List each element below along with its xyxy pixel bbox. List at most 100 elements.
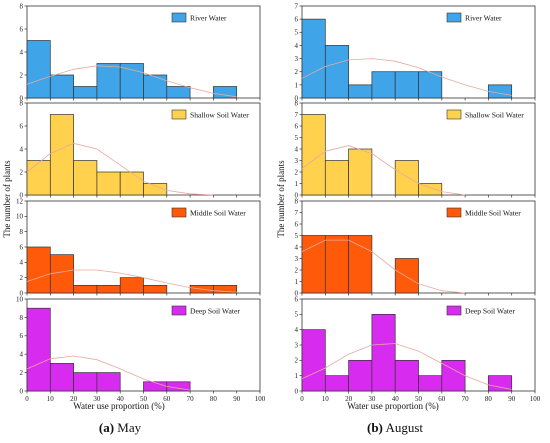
bar-10 bbox=[49, 114, 74, 196]
xlabel-left: Water use proportion (%) bbox=[73, 401, 165, 411]
legend-swatch bbox=[446, 12, 462, 23]
bar-0 bbox=[26, 40, 51, 99]
panel-may-river-water: 0 2 4 6 8 River Water bbox=[20, 2, 261, 102]
panel-may-middle-soil-water: 0 2 4 6 8 10 12 Middle Soil Water bbox=[16, 197, 261, 297]
ytick-label: 8 bbox=[20, 99, 24, 107]
xtick-label: 0 bbox=[25, 395, 29, 403]
legend-label: River Water bbox=[465, 14, 502, 23]
bar-10 bbox=[324, 375, 349, 392]
ytick-label: 4 bbox=[295, 243, 299, 251]
ytick-label: 0 bbox=[20, 289, 24, 297]
bar-10 bbox=[49, 363, 74, 392]
ytick-label: 4 bbox=[295, 145, 299, 153]
ytick-label: 8 bbox=[20, 314, 24, 322]
ytick-label: 0 bbox=[295, 289, 299, 297]
xtick-label: 20 bbox=[70, 395, 78, 403]
ytick-label: 5 bbox=[295, 232, 299, 240]
legend-label: Deep Soil Water bbox=[190, 307, 240, 316]
xtick-label: 30 bbox=[368, 395, 376, 403]
xtick-label: 100 bbox=[255, 395, 266, 403]
ytick-label: 1 bbox=[295, 372, 299, 380]
bar-40 bbox=[394, 160, 419, 196]
bar-10 bbox=[49, 254, 74, 294]
ytick-label: 10 bbox=[16, 213, 24, 221]
ytick-label: 2 bbox=[295, 266, 299, 274]
ytick-label: 1 bbox=[295, 278, 299, 286]
xtick-label: 30 bbox=[93, 395, 101, 403]
bar-80 bbox=[488, 375, 513, 392]
bar-60 bbox=[166, 86, 191, 99]
xtick-label: 10 bbox=[322, 395, 330, 403]
ytick-label: 4 bbox=[295, 326, 299, 334]
bar-50 bbox=[143, 74, 168, 99]
ytick-label: 8 bbox=[295, 99, 299, 107]
ytick-label: 4 bbox=[20, 48, 24, 56]
bar-50 bbox=[143, 183, 168, 196]
caption-august: (b) August bbox=[295, 420, 495, 436]
xtick-label: 100 bbox=[530, 395, 541, 403]
bar-20 bbox=[348, 235, 373, 294]
bar-80 bbox=[213, 86, 238, 99]
caption-may: (a) May bbox=[20, 420, 220, 436]
bar-10 bbox=[324, 235, 349, 294]
xtick-label: 50 bbox=[415, 395, 423, 403]
fit-curve bbox=[301, 58, 512, 96]
bar-20 bbox=[73, 284, 98, 294]
ytick-label: 7 bbox=[295, 2, 299, 10]
ytick-label: 5 bbox=[295, 311, 299, 319]
bar-0 bbox=[301, 114, 326, 196]
panel-august-shallow-soil-water: 0 1 2 3 4 5 6 7 8 Shallow Soil Water bbox=[295, 99, 536, 199]
fit-curve bbox=[26, 142, 214, 196]
bar-20 bbox=[73, 372, 98, 392]
bar-40 bbox=[394, 359, 419, 392]
ytick-label: 1 bbox=[295, 81, 299, 89]
ytick-label: 2 bbox=[20, 71, 24, 79]
fit-curve bbox=[26, 269, 237, 293]
legend-swatch bbox=[446, 207, 462, 218]
xtick-label: 90 bbox=[233, 395, 241, 403]
bar-30 bbox=[96, 63, 121, 99]
panel-august-middle-soil-water: 0 1 2 3 4 5 6 7 8 Middle Soil Water bbox=[295, 197, 536, 297]
caption-august-tag: (b) bbox=[367, 420, 383, 435]
legend-label: Middle Soil Water bbox=[190, 209, 246, 218]
bar-30 bbox=[371, 71, 396, 99]
legend-swatch bbox=[171, 207, 187, 218]
ytick-label: 2 bbox=[20, 168, 24, 176]
fit-curve bbox=[26, 65, 237, 98]
bar-80 bbox=[488, 84, 513, 99]
ylabel-left: The number of plants bbox=[2, 160, 12, 238]
ytick-label: 4 bbox=[295, 42, 299, 50]
legend-label: River Water bbox=[190, 14, 227, 23]
xtick-label: 0 bbox=[300, 395, 304, 403]
bar-20 bbox=[73, 160, 98, 196]
ytick-label: 8 bbox=[20, 228, 24, 236]
xtick-label: 60 bbox=[163, 395, 171, 403]
bar-20 bbox=[348, 84, 373, 99]
ytick-label: 6 bbox=[295, 16, 299, 24]
bar-50 bbox=[418, 375, 443, 392]
caption-august-text: August bbox=[385, 420, 423, 435]
bar-40 bbox=[119, 171, 144, 196]
bar-0 bbox=[26, 160, 51, 196]
legend-swatch bbox=[171, 12, 187, 23]
bar-50 bbox=[418, 183, 443, 196]
xtick-label: 40 bbox=[117, 395, 125, 403]
bar-30 bbox=[96, 171, 121, 196]
caption-may-tag: (a) bbox=[98, 420, 115, 435]
ytick-label: 6 bbox=[20, 243, 24, 251]
panel-may-shallow-soil-water: 0 2 4 6 8 Shallow Soil Water bbox=[20, 99, 261, 199]
ytick-label: 2 bbox=[20, 274, 24, 282]
fit-curve bbox=[26, 355, 191, 391]
ytick-label: 6 bbox=[20, 332, 24, 340]
legend-swatch bbox=[171, 109, 187, 120]
xtick-label: 80 bbox=[485, 395, 493, 403]
ytick-label: 3 bbox=[295, 55, 299, 63]
ytick-label: 0 bbox=[295, 94, 299, 102]
xtick-label: 20 bbox=[345, 395, 353, 403]
ytick-label: 0 bbox=[20, 94, 24, 102]
ytick-label: 6 bbox=[295, 122, 299, 130]
xlabel-right: Water use proportion (%) bbox=[347, 401, 439, 411]
panel-august-river-water: 0 1 2 3 4 5 6 7 River Water bbox=[295, 2, 536, 102]
legend-swatch bbox=[171, 305, 187, 316]
